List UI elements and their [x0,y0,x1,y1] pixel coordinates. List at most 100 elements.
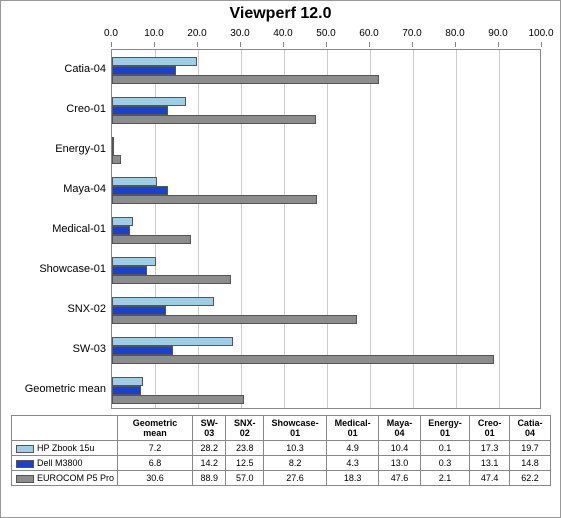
bar [112,66,176,75]
bar [112,155,121,164]
bar [112,337,233,346]
table-header-cell [12,416,118,441]
table-header-cell: Geometric mean [118,416,193,441]
table-cell: 17.3 [470,441,510,456]
table-cell: 8.2 [264,456,327,471]
table-header-cell: Creo-01 [470,416,510,441]
category-label: Catia-04 [6,63,106,75]
legend-series-name: Dell M3800 [37,458,83,468]
table-cell: 47.4 [470,471,510,486]
table-cell: 28.2 [193,441,226,456]
legend-cell: Dell M3800 [12,456,118,471]
bar [112,226,130,235]
bar-group [112,330,540,370]
x-tick-label: 20.0 [187,28,206,39]
bar [112,297,214,306]
bar [112,217,133,226]
bar [112,137,114,146]
bar [112,177,157,186]
table-header-cell: SW-03 [193,416,226,441]
bar [112,257,156,266]
y-axis-labels: Catia-04Creo-01Energy-01Maya-04Medical-0… [1,49,106,409]
bar [112,346,173,355]
bar-group [112,210,540,250]
table-cell: 12.5 [226,456,264,471]
bar [112,57,197,66]
table-cell: 4.9 [327,441,379,456]
bar [112,306,166,315]
table-row: HP Zbook 15u 7.228.223.810.34.910.40.117.… [12,441,551,456]
bar [112,395,244,404]
table-cell: 19.7 [509,441,550,456]
table-cell: 10.4 [379,441,421,456]
table-cell: 0.3 [420,456,470,471]
legend-cell: HP Zbook 15u [12,441,118,456]
bar [112,115,316,124]
category-label: Showcase-01 [6,263,106,275]
category-label: SW-03 [6,343,106,355]
bar [112,97,186,106]
legend-swatch [16,445,34,453]
bar [112,315,357,324]
table-cell: 13.1 [470,456,510,471]
x-tick-label: 80.0 [445,28,464,39]
bar [112,275,231,284]
bar-group [112,170,540,210]
legend-series-name: HP Zbook 15u [37,443,94,453]
bar [112,195,317,204]
table-cell: 13.0 [379,456,421,471]
x-tick-label: 60.0 [359,28,378,39]
bar [112,186,168,195]
bar [112,377,143,386]
chart-title: Viewperf 12.0 [1,1,560,25]
category-label: Maya-04 [6,183,106,195]
table-cell: 7.2 [118,441,193,456]
x-axis: 0.010.020.030.040.050.060.070.080.090.01… [111,26,541,46]
table-cell: 10.3 [264,441,327,456]
x-tick-label: 10.0 [144,28,163,39]
x-tick-label: 0.0 [104,28,118,39]
table-header-cell: SNX-02 [226,416,264,441]
legend-series-name: EUROCOM P5 Pro [37,473,114,483]
x-tick-label: 70.0 [402,28,421,39]
table-cell: 14.8 [509,456,550,471]
table-cell: 62.2 [509,471,550,486]
table-header-cell: Medical-01 [327,416,379,441]
bar-group [112,90,540,130]
table-cell: 4.3 [327,456,379,471]
table-cell: 14.2 [193,456,226,471]
bar [112,106,168,115]
plot-area [111,49,541,409]
chart-container: Viewperf 12.0 0.010.020.030.040.050.060.… [0,0,561,518]
table-header-cell: Catia-04 [509,416,550,441]
bar-group [112,130,540,170]
bar-group [112,370,540,410]
table-cell: 88.9 [193,471,226,486]
table-header-cell: Showcase-01 [264,416,327,441]
table-cell: 18.3 [327,471,379,486]
table-cell: 6.8 [118,456,193,471]
table-cell: 0.1 [420,441,470,456]
table-cell: 57.0 [226,471,264,486]
table-cell: 27.6 [264,471,327,486]
x-tick-label: 90.0 [488,28,507,39]
category-label: SNX-02 [6,303,106,315]
category-label: Energy-01 [6,143,106,155]
bar [112,355,494,364]
table-row: EUROCOM P5 Pro30.688.957.027.618.347.62.… [12,471,551,486]
table-cell: 30.6 [118,471,193,486]
bar [112,235,191,244]
bar [112,386,141,395]
x-tick-label: 100.0 [528,28,553,39]
table-cell: 23.8 [226,441,264,456]
table-header-cell: Maya-04 [379,416,421,441]
table-header-row: Geometric meanSW-03SNX-02Showcase-01Medi… [12,416,551,441]
legend-swatch [16,460,34,468]
bar-group [112,290,540,330]
legend-swatch [16,475,34,483]
table-body: HP Zbook 15u 7.228.223.810.34.910.40.117.… [12,441,551,486]
data-table: Geometric meanSW-03SNX-02Showcase-01Medi… [11,415,551,486]
table-row: Dell M3800 6.814.212.58.24.313.00.313.114… [12,456,551,471]
table-cell: 47.6 [379,471,421,486]
legend-cell: EUROCOM P5 Pro [12,471,118,486]
